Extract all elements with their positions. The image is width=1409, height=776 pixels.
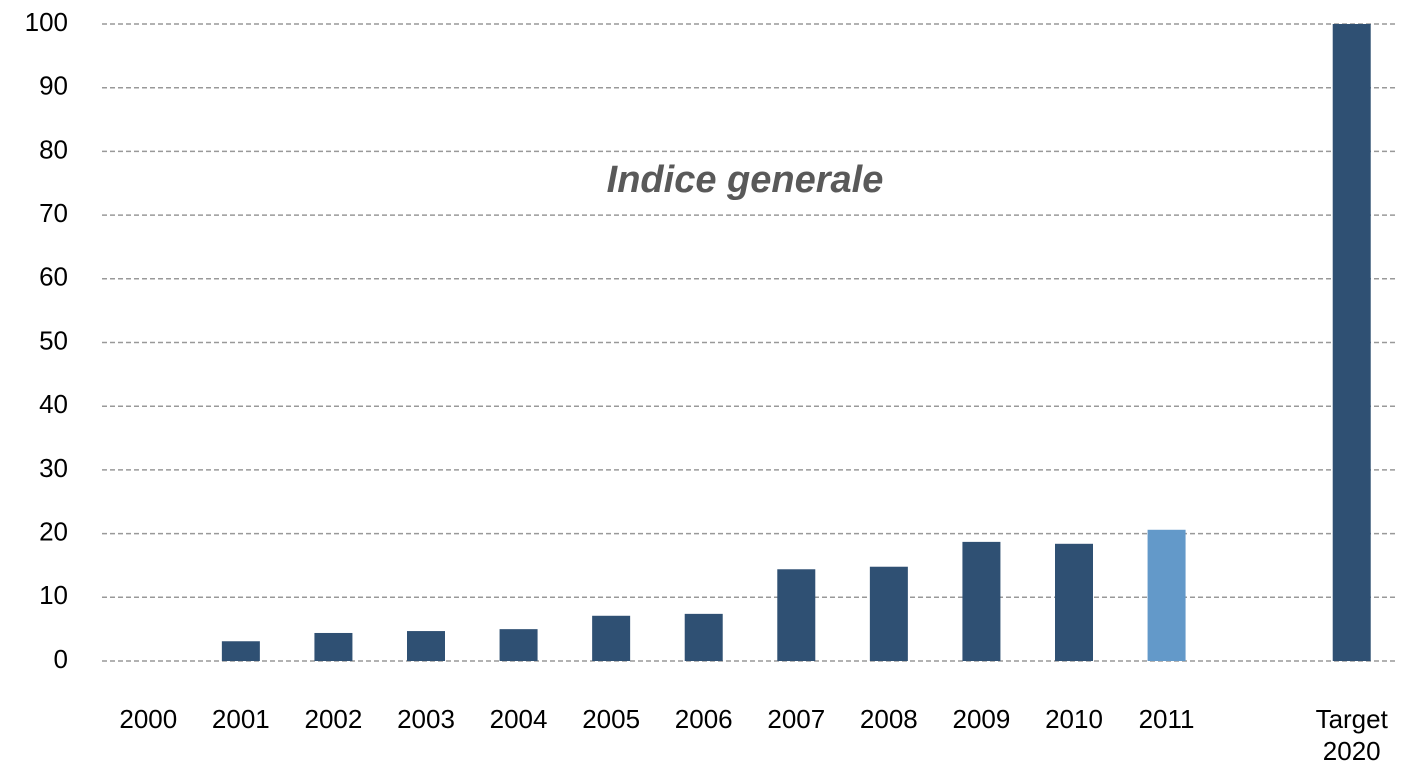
- annotation: Indice generale: [607, 159, 884, 201]
- x-tick-label: 2010: [1045, 704, 1103, 734]
- x-tick-label: 2007: [767, 704, 826, 734]
- x-tick-label: 2002: [304, 704, 363, 734]
- y-tick-label: 0: [54, 644, 68, 674]
- bar: [407, 631, 445, 661]
- bar: [592, 615, 631, 661]
- bar: [684, 613, 723, 661]
- bar: [221, 641, 260, 661]
- x-tick-label: 2000: [119, 704, 178, 734]
- y-tick-label: 50: [39, 325, 68, 355]
- bar: [1147, 529, 1186, 661]
- bar: [777, 569, 816, 661]
- x-tick-label: 2009: [952, 704, 1011, 734]
- bar: [962, 541, 1001, 661]
- bar: [869, 566, 908, 661]
- x-tick-label: 2006: [674, 704, 733, 734]
- x-tick-label: 2003: [397, 704, 455, 734]
- x-tick-label: 2011: [1138, 704, 1195, 734]
- bar: [499, 629, 538, 661]
- x-tick-label: 2008: [859, 704, 918, 734]
- y-tick-label: 30: [39, 453, 68, 483]
- y-tick-label: 90: [39, 71, 68, 101]
- x-tick-label: 2001: [211, 704, 270, 734]
- y-tick-label: 80: [39, 134, 68, 164]
- bar: [1055, 543, 1093, 661]
- y-tick-label: 10: [39, 580, 68, 610]
- y-tick-label: 20: [39, 516, 68, 546]
- y-tick-label: 100: [25, 7, 68, 37]
- x-tick-label: 2005: [582, 704, 641, 734]
- bar: [1332, 24, 1371, 661]
- y-tick-label: 40: [39, 389, 68, 419]
- x-tick-label: 2004: [489, 704, 548, 734]
- y-tick-label: 70: [39, 198, 68, 228]
- bar: [314, 632, 353, 661]
- y-tick-label: 60: [39, 262, 68, 292]
- x-tick-label: Target 2020: [1315, 704, 1388, 766]
